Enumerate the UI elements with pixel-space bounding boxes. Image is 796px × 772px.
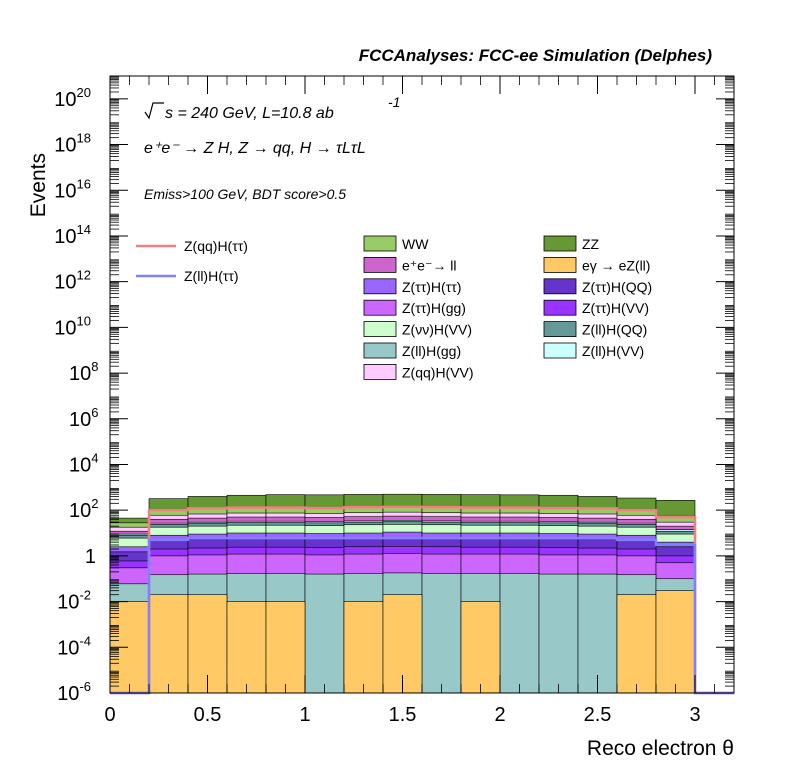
legend-swatch [363, 321, 397, 338]
y-tick-label: 1014 [54, 222, 91, 248]
legend-entry: WW [363, 235, 429, 252]
series-12 [109, 590, 696, 694]
legend-label: Z(ll)H(VV) [582, 343, 644, 359]
sqrt-icon [144, 102, 164, 120]
bar [226, 601, 267, 694]
process-annotation: e⁺e⁻ → Z H, Z → qq, H → τLτL [144, 140, 366, 157]
legend-label: Z(ττ)H(gg) [402, 300, 466, 316]
bar [460, 601, 501, 694]
bar [343, 601, 384, 694]
bar [499, 573, 540, 694]
line-series-1 [110, 536, 734, 695]
legend-entry: Z(ll)H(QQ) [543, 321, 647, 338]
x-tick-label: 0 [104, 704, 115, 726]
chart-header-title: FCCAnalyses: FCC-ee Simulation (Delphes) [359, 46, 713, 65]
legend-entry: Z(ττ)H(QQ) [543, 278, 652, 295]
legend-swatch [363, 256, 397, 273]
bar [538, 573, 579, 694]
legend-swatch [363, 278, 397, 295]
legend-entry: Z(ττ)H(VV) [543, 299, 649, 316]
bar [421, 573, 462, 694]
y-tick-label: 1 [85, 546, 96, 568]
y-tick-label: 1020 [54, 85, 91, 111]
legend-swatch [363, 299, 397, 316]
y-tick-label: 102 [69, 496, 98, 522]
legend-label: ZZ [582, 236, 600, 252]
x-tick-label: 0.5 [194, 704, 222, 726]
y-tick-label: 1016 [54, 176, 91, 202]
lumi-exponent: -1 [388, 94, 400, 110]
bar [616, 594, 657, 694]
legend-entry: eγ → eZ(ll) [543, 256, 650, 273]
y-axis: 10-6 10-4 10-2 1 102 104 106 108 1010 1012 1014 101… [54, 76, 734, 705]
legend-line-entry: Z(ll)H(ττ) [136, 268, 239, 284]
sqrt-s-text: s = 240 GeV, L=10.8 ab [165, 105, 334, 122]
legend-label: Z(ll)H(QQ) [582, 322, 647, 338]
legend-label: Z(qq)H(VV) [402, 364, 474, 380]
legend-swatch [543, 235, 577, 252]
legend-line-label: Z(ll)H(ττ) [184, 268, 239, 284]
legend-label: Z(ττ)H(VV) [582, 300, 649, 316]
legend-swatch [543, 321, 577, 338]
sqrt-s-annotation: s = 240 GeV, L=10.8 ab -1 [144, 94, 400, 122]
legend-label: Z(νν)H(VV) [402, 322, 472, 338]
bar [265, 601, 306, 694]
y-tick-label: 10-4 [57, 633, 91, 659]
legend-swatch [543, 256, 577, 273]
legend-entry: Z(ll)H(gg) [363, 342, 461, 359]
legend-entry: ZZ [543, 235, 600, 252]
y-tick-label: 1018 [54, 131, 91, 157]
legend-swatch [363, 363, 397, 380]
legend-entry: Z(ττ)H(ττ) [363, 278, 461, 295]
x-tick-label: 2.5 [584, 704, 612, 726]
x-tick-label: 3 [689, 704, 700, 726]
legend-label: Z(ττ)H(QQ) [582, 279, 652, 295]
legend-label: Z(ττ)H(ττ) [402, 279, 461, 295]
legend-entry: e⁺e⁻→ ll [363, 256, 456, 273]
bar [148, 594, 189, 694]
legend-label: e⁺e⁻→ ll [402, 257, 456, 273]
y-tick-label: 104 [69, 450, 98, 476]
stacked-histogram [109, 493, 696, 694]
legend-swatch [543, 342, 577, 359]
legend-label: eγ → eZ(ll) [582, 257, 650, 273]
bar [655, 590, 696, 694]
y-tick-label: 106 [69, 405, 98, 431]
legend-swatch [363, 342, 397, 359]
legend-entry: Z(νν)H(VV) [363, 321, 472, 338]
y-axis-label: Events [27, 153, 50, 217]
y-tick-label: 1012 [54, 268, 91, 294]
x-tick-label: 2 [494, 704, 505, 726]
bar [304, 573, 345, 694]
y-tick-label: 1010 [54, 313, 91, 339]
legend: WW e⁺e⁻→ ll Z(ττ)H(ττ) Z(ττ)H(gg) Z(νν)H(VV)… [136, 235, 652, 380]
legend-swatch [543, 278, 577, 295]
legend-label: Z(ll)H(gg) [402, 343, 461, 359]
y-tick-label: 10-6 [57, 679, 91, 705]
x-axis-label: Reco electron θ [587, 737, 734, 760]
y-tick-label: 108 [69, 359, 98, 385]
x-tick-label: 1 [299, 704, 310, 726]
legend-entry: Z(ll)H(VV) [543, 342, 644, 359]
legend-swatch [363, 235, 397, 252]
x-tick-label: 1.5 [389, 704, 417, 726]
cuts-annotation: Emiss>100 GeV, BDT score>0.5 [144, 186, 346, 202]
legend-label: WW [402, 236, 429, 252]
legend-swatch [543, 299, 577, 316]
overlay-lines [110, 505, 734, 695]
y-tick-label: 10-2 [57, 588, 91, 614]
x-axis: 0 0.5 1 1.5 2 2.5 3 [104, 76, 735, 726]
line-series-0 [110, 505, 734, 695]
legend-line-entry: Z(qq)H(ττ) [136, 238, 248, 254]
bar [577, 573, 618, 694]
legend-line-label: Z(qq)H(ττ) [184, 238, 248, 254]
legend-entry: Z(ττ)H(gg) [363, 299, 466, 316]
legend-entry: Z(qq)H(VV) [363, 363, 474, 380]
